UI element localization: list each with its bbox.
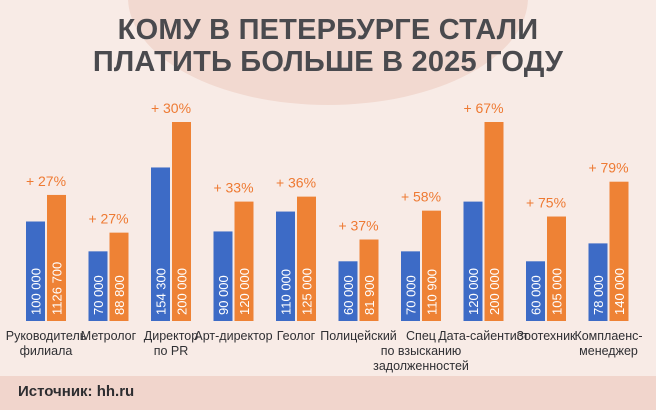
growth-label: + 58% (401, 189, 441, 205)
bar-label-before: 70 000 (404, 275, 419, 315)
bar-salary-before (463, 201, 483, 321)
bar-label-before: 60 000 (529, 275, 544, 315)
bar-label-after: 88 800 (112, 275, 127, 315)
bar-label-after: 200 000 (487, 268, 502, 315)
bar-label-before: 60 000 (341, 275, 356, 315)
category-label: Спец (406, 329, 436, 343)
bar-label-before: 110 000 (279, 269, 294, 315)
growth-label: + 75% (526, 195, 566, 211)
bar-salary-after (547, 216, 566, 321)
growth-label: + 79% (588, 160, 628, 176)
bar-label-after: 125 000 (300, 268, 315, 315)
bar-salary-before (213, 231, 233, 321)
category-label: Арт-директор (194, 329, 272, 343)
category-label: по PR (154, 344, 189, 358)
category-label: задолженностей (373, 359, 469, 373)
bar-salary-before (401, 251, 420, 321)
bar-salary-before (26, 221, 45, 321)
bar-label-after: 105 000 (550, 268, 565, 315)
category-label: филиала (20, 344, 73, 358)
bar-salary-after (609, 181, 629, 321)
source-text: Источник: hh.ru (18, 383, 135, 400)
bar-label-after: 1126 700 (50, 262, 65, 315)
bar-salary-after (47, 194, 66, 321)
bar-salary-before (338, 261, 358, 321)
bar-label-before: 100 000 (29, 268, 44, 315)
category-label: Дата-сайентист (438, 329, 529, 343)
category-label: менеджер (579, 344, 638, 358)
bar-label-before: 120 000 (466, 268, 481, 315)
growth-label: + 30% (151, 100, 191, 116)
growth-label: + 67% (463, 100, 503, 116)
category-label: Директор (144, 329, 198, 343)
growth-label: + 27% (26, 173, 66, 189)
category-label: Геолог (277, 329, 316, 343)
bar-label-after: 200 000 (175, 268, 190, 315)
bar-salary-before (151, 167, 170, 321)
bar-label-after: 110 900 (425, 269, 440, 315)
bar-label-before: 78 000 (591, 275, 606, 315)
bar-salary-after (297, 196, 316, 321)
category-label: по взысканию (381, 344, 462, 358)
bar-label-before: 90 000 (216, 275, 231, 315)
page-title-line-2: ПЛАТИТЬ БОЛЬШЕ В 2025 ГОДУ (92, 46, 564, 78)
source-bar (0, 376, 656, 410)
bar-label-after: 140 000 (612, 268, 627, 315)
bar-salary-after (359, 239, 379, 321)
bar-salary-before (588, 243, 608, 321)
category-label: Метролог (81, 329, 137, 343)
growth-label: + 33% (213, 180, 253, 196)
category-label: Руководитель (6, 329, 87, 343)
bar-salary-before (88, 251, 108, 321)
category-label: Зоотехник (516, 329, 576, 343)
bar-salary-after (234, 201, 254, 321)
bar-salary-after (422, 210, 441, 321)
bar-label-before: 154 300 (154, 268, 169, 315)
category-label: Полицейский (320, 329, 397, 343)
page-title-line-1: КОМУ В ПЕТЕРБУРГЕ СТАЛИ (117, 14, 539, 46)
bar-salary-after (172, 122, 191, 321)
bar-label-after: 81 900 (362, 275, 377, 315)
growth-label: + 37% (338, 218, 378, 234)
category-label: Комплаенс- (574, 329, 642, 343)
bar-salary-after (484, 122, 504, 321)
bar-salary-before (526, 261, 545, 321)
growth-label: + 36% (276, 175, 316, 191)
bar-salary-before (276, 211, 295, 321)
bar-label-before: 70 000 (91, 275, 106, 315)
bar-label-after: 120 000 (237, 268, 252, 315)
growth-label: + 27% (88, 211, 128, 227)
bar-salary-after (109, 232, 129, 321)
